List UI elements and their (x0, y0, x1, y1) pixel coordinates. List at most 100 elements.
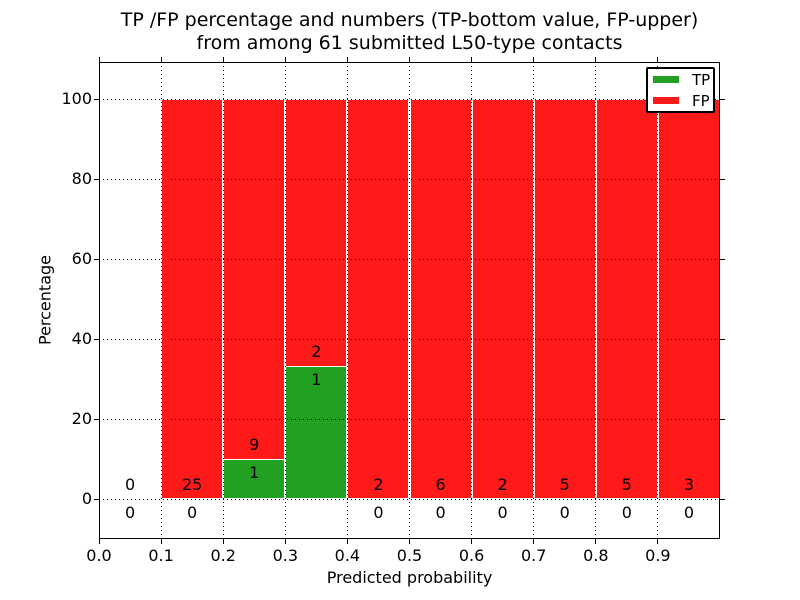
y-tick (94, 98, 99, 100)
y-tick (94, 258, 99, 260)
tp-count-label: 0 (559, 503, 570, 522)
fp-count-label: 25 (181, 475, 203, 494)
y-tick-right (720, 98, 725, 100)
y-tick-label: 100 (61, 89, 92, 108)
grid-line-vertical (222, 62, 224, 539)
tp-legend-swatch (653, 76, 679, 83)
tp-count-label: 0 (683, 503, 695, 522)
fp-count-label: 3 (683, 475, 695, 494)
x-tick-top (98, 57, 100, 62)
tp-count-label: 0 (187, 503, 198, 522)
fp-legend-label: FP (692, 91, 710, 110)
chart-title-line-2: from among 61 submitted L50-type contact… (196, 32, 623, 54)
x-tick-top (471, 57, 473, 62)
x-tick (346, 539, 348, 544)
plot-area: 0 0 25 0 9 1 2 1 2 0 6 0 2 0 5 0 5 0 3 0 (99, 62, 720, 539)
grid-line-horizontal (99, 338, 720, 340)
x-tick (533, 539, 535, 544)
x-tick-label: 0.3 (272, 546, 299, 565)
y-tick-label: 40 (71, 329, 92, 348)
y-tick-label: 20 (71, 409, 92, 428)
grid-line-vertical (595, 62, 597, 539)
fp-count-label: 5 (621, 475, 632, 494)
x-tick-top (409, 57, 410, 62)
x-tick (284, 539, 286, 544)
bar-fp (657, 99, 720, 499)
bar-fp (223, 99, 286, 499)
legend-entry-tp: TP (653, 70, 711, 89)
x-tick-top (595, 57, 597, 62)
fp-count-label: 2 (497, 475, 508, 494)
bar-fp (347, 99, 410, 499)
bar-fp (533, 99, 596, 499)
x-tick (160, 539, 162, 544)
chart-title-line-1: TP /FP percentage and numbers (TP-bottom… (120, 9, 699, 31)
grid-line-horizontal (99, 258, 720, 260)
tp-count-label: 0 (373, 503, 384, 522)
tp-count-label: 1 (249, 463, 260, 482)
tp-legend-label: TP (692, 70, 711, 89)
grid-line-horizontal (99, 178, 720, 180)
fp-count-label: 0 (124, 475, 136, 494)
y-tick-label: 0 (81, 489, 92, 508)
bar-tp (223, 459, 286, 499)
grid-line-horizontal (99, 418, 720, 420)
x-tick-top (160, 57, 162, 62)
x-tick-label: 0.7 (520, 546, 547, 565)
chart-title: TP /FP percentage and numbers (TP-bottom… (99, 9, 720, 55)
grid-line-vertical (471, 62, 473, 539)
x-tick-top (284, 57, 286, 62)
x-tick-top (533, 57, 535, 62)
tp-count-label: 0 (621, 503, 632, 522)
fp-count-label: 2 (311, 341, 322, 361)
y-tick-label: 60 (71, 249, 92, 268)
grid-line-horizontal (99, 498, 720, 500)
x-tick-label: 0.1 (148, 546, 174, 565)
grid-line-vertical (409, 62, 410, 539)
x-tick (471, 539, 473, 544)
fp-count-label: 5 (559, 475, 570, 494)
y-tick (94, 338, 99, 340)
grid-line-horizontal (99, 98, 720, 100)
y-tick (94, 178, 99, 180)
fp-count-label: 6 (435, 475, 446, 494)
bar-fp (595, 99, 658, 499)
x-tick-top (222, 57, 224, 62)
x-tick (409, 539, 410, 544)
tp-count-label: 0 (435, 503, 446, 522)
bar-tp (285, 365, 348, 499)
tp-count-label: 0 (497, 503, 508, 522)
grid-line-vertical (533, 62, 535, 539)
y-tick-right (720, 178, 725, 180)
legend: TP FP (646, 67, 715, 113)
legend-entry-fp: FP (653, 91, 710, 110)
tp-count-label: 0 (124, 503, 136, 522)
bar-fp (471, 99, 534, 499)
grid-line-vertical (346, 62, 348, 539)
x-tick-label: 0.8 (583, 546, 609, 565)
x-tick (657, 539, 659, 544)
x-tick (222, 539, 224, 544)
bar-fp (409, 99, 472, 499)
x-tick-label: 0.5 (396, 546, 423, 565)
grid-line-vertical (657, 62, 659, 539)
y-tick-right (720, 338, 725, 340)
x-tick-label: 0.0 (86, 546, 112, 565)
bar-fp (161, 99, 224, 499)
x-tick-top (346, 57, 348, 62)
grid-line-vertical (284, 62, 286, 539)
y-tick (94, 498, 99, 500)
x-tick-top (657, 57, 659, 62)
tp-count-label: 1 (311, 369, 322, 389)
x-tick-label: 0.2 (210, 546, 236, 565)
y-tick (94, 418, 99, 420)
x-tick (98, 539, 100, 544)
x-tick-label: 0.4 (334, 546, 361, 565)
x-tick (595, 539, 597, 544)
x-tick-label: 0.9 (645, 546, 671, 565)
y-tick-label: 80 (71, 169, 92, 188)
x-tick-label: 0.6 (458, 546, 485, 565)
x-axis-label: Predicted probability (326, 568, 493, 587)
y-tick-right (720, 498, 725, 500)
